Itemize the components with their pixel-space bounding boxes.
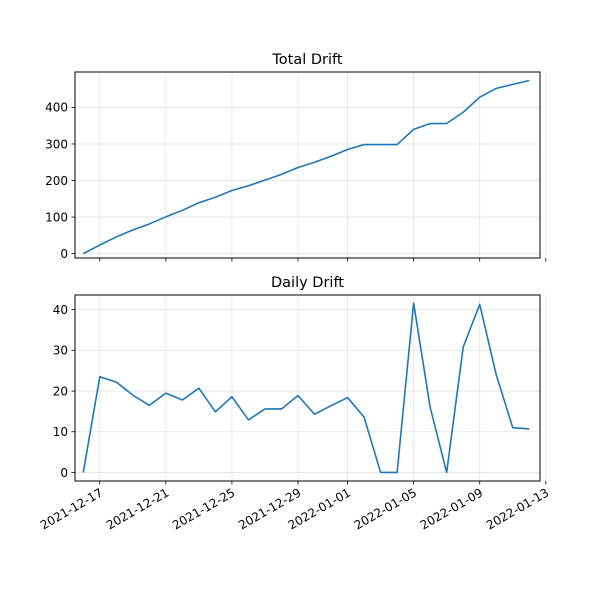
daily-drift-y-tick-label: 20 [53, 384, 68, 398]
daily-drift-title: Daily Drift [271, 275, 344, 291]
total-drift-y-tick-label: 200 [45, 174, 68, 188]
total-drift-grid [75, 72, 547, 258]
total-drift-line [82, 79, 530, 255]
total-drift-y-tick-label: 100 [45, 210, 68, 224]
daily-drift-grid [75, 295, 547, 481]
daily-drift-y-tick-label: 0 [60, 466, 68, 480]
daily-drift-line [82, 302, 530, 474]
total-drift-y-tick-label: 400 [45, 101, 68, 115]
total-drift-y-tick-label: 300 [45, 137, 68, 151]
daily-drift-y-tick-label: 40 [53, 303, 68, 317]
daily-drift-y-ticks: 0 10 20 30 40 [53, 303, 75, 480]
daily-drift-y-tick-label: 10 [53, 425, 68, 439]
total-drift-title: Total Drift [271, 52, 342, 68]
daily-drift-y-tick-label: 30 [53, 344, 68, 358]
total-drift-panel: 0 100 200 300 400 Total Drift [45, 52, 547, 262]
daily-drift-plot-frame [74, 294, 541, 482]
total-drift-x-ticks [99, 258, 547, 262]
total-drift-plot-frame [74, 71, 541, 259]
total-drift-y-tick-label: 0 [60, 247, 68, 261]
total-drift-y-ticks: 0 100 200 300 400 [45, 101, 75, 261]
